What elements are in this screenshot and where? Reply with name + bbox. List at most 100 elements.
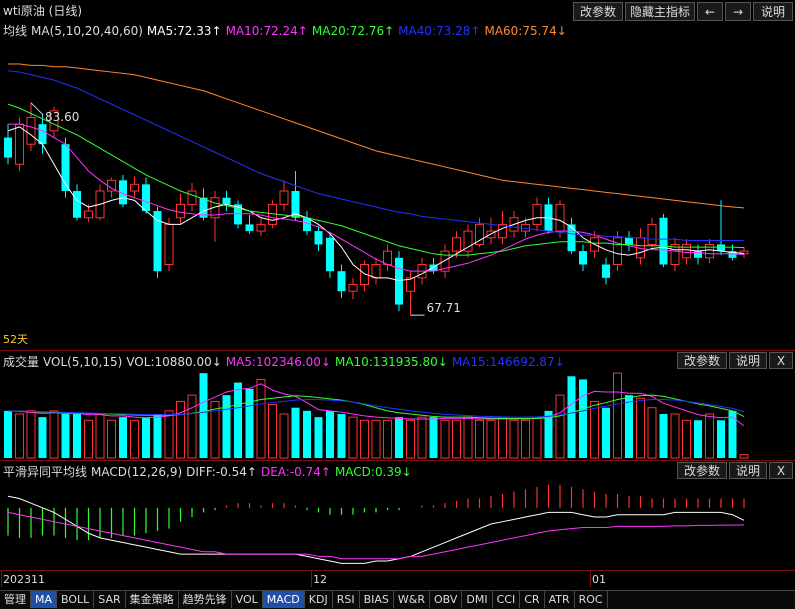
volume-bar[interactable] [256,378,266,459]
volume-bar[interactable] [670,413,680,459]
volume-bar[interactable] [705,413,714,459]
volume-bar[interactable] [555,394,565,459]
candle[interactable] [694,244,702,265]
volume-bar[interactable] [245,388,254,458]
volume-bar[interactable] [613,372,622,459]
candle[interactable] [187,182,197,212]
candle[interactable] [245,215,254,234]
tab-bias[interactable]: BIAS [360,591,394,608]
candle[interactable] [705,239,714,264]
volume-bar[interactable] [49,410,59,459]
volume-bar[interactable] [728,410,737,458]
candle[interactable] [636,228,645,265]
candle[interactable] [383,244,392,272]
tab-obv[interactable]: OBV [430,591,463,608]
tab-manage[interactable]: 管理 [0,591,31,608]
candle[interactable] [360,260,369,292]
candle[interactable] [95,184,105,221]
candle[interactable] [314,225,323,252]
volume-bar[interactable] [440,419,450,459]
candle[interactable] [234,200,242,229]
volume-bar[interactable] [544,410,553,458]
candle[interactable] [475,217,484,248]
candle[interactable] [647,217,657,248]
tab-cci[interactable]: CCI [493,591,521,608]
candle[interactable] [119,174,127,208]
volume-bar[interactable] [521,419,530,459]
volume-bar[interactable] [452,419,461,459]
volume-bar[interactable] [509,419,519,459]
volume-bar[interactable] [291,407,300,458]
vol_panel-help-button[interactable]: 说明 [729,352,767,369]
candle[interactable] [659,213,668,268]
macd-chart[interactable] [0,478,795,570]
volume-bar[interactable] [636,397,645,459]
volume-bar[interactable] [268,404,277,459]
candle[interactable] [486,217,496,245]
volume-bar[interactable] [625,395,633,458]
candle[interactable] [532,197,542,232]
candle[interactable] [348,277,358,300]
tab-rsi[interactable]: RSI [333,591,360,608]
tab-vol[interactable]: VOL [232,591,263,608]
macd_panel-close-button[interactable]: X [769,462,793,479]
volume-bar[interactable] [164,410,174,459]
vol_panel-close-button[interactable]: X [769,352,793,369]
candle[interactable] [739,247,749,258]
candle[interactable] [38,113,47,154]
volume-bar[interactable] [682,419,691,459]
volume-bar[interactable] [486,419,496,459]
candle[interactable] [717,200,725,256]
macd_panel-edit-params-button[interactable]: 改参数 [677,462,727,479]
candle[interactable] [130,176,139,198]
tab-boll[interactable]: BOLL [57,591,95,608]
tab-cr[interactable]: CR [520,591,545,608]
candle[interactable] [73,184,81,221]
next-arrow-button[interactable]: → [725,2,751,21]
macd_panel-help-button[interactable]: 说明 [729,462,767,479]
volume-bar[interactable] [532,416,542,459]
candle[interactable] [199,188,208,221]
candle[interactable] [326,233,334,278]
volume-bar[interactable] [739,454,749,459]
tab-dmi[interactable]: DMI [462,591,493,608]
volume-bar[interactable] [279,413,289,459]
candle[interactable] [107,177,116,198]
candle[interactable] [153,207,162,278]
volume-bar[interactable] [142,417,150,458]
candle[interactable] [61,137,70,198]
candle[interactable] [682,239,691,265]
candle[interactable] [176,193,185,225]
volume-bar[interactable] [383,419,392,459]
volume-bar[interactable] [61,414,70,458]
volume-bar[interactable] [659,414,668,458]
candle[interactable] [395,251,403,312]
volume-bar[interactable] [429,417,438,458]
candle[interactable] [567,217,576,254]
volume-bar[interactable] [417,416,427,459]
prev-arrow-button[interactable]: ← [697,2,723,21]
tab-sar[interactable]: SAR [94,591,126,608]
volume-bar[interactable] [119,417,127,458]
volume-chart[interactable] [0,368,795,460]
volume-bar[interactable] [222,395,231,458]
volume-bar[interactable] [234,382,242,458]
volume-bar[interactable] [463,416,473,459]
candle[interactable] [544,197,553,234]
volume-bar[interactable] [717,420,725,458]
tab-kdj[interactable]: KDJ [305,591,333,608]
tab-ma[interactable]: MA [31,591,58,608]
candle[interactable] [15,117,24,171]
volume-bar[interactable] [360,419,369,459]
candle[interactable] [406,271,415,316]
volume-bar[interactable] [498,416,507,459]
volume-bar[interactable] [26,410,36,459]
candle[interactable] [256,217,266,237]
volume-bar[interactable] [199,373,208,458]
candle[interactable] [337,264,346,298]
volume-bar[interactable] [15,413,24,459]
candle[interactable] [164,217,174,272]
volume-bar[interactable] [694,420,702,458]
volume-bar[interactable] [371,419,381,459]
hide-main-indicator-button[interactable]: 隐藏主指标 [625,2,695,21]
